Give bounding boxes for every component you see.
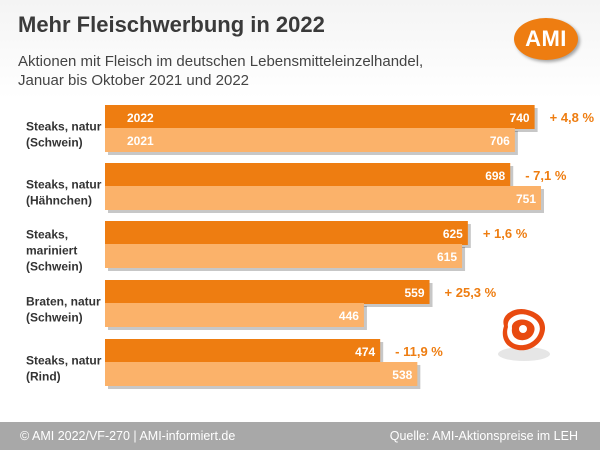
category-label: Steaks, natur (26, 178, 102, 192)
value-label: 538 (392, 368, 412, 382)
bar-2022-1 (105, 163, 511, 187)
category-label: (Schwein) (26, 136, 83, 150)
change-label: + 4,8 % (550, 110, 595, 125)
value-label: 615 (437, 250, 457, 264)
category-label: (Schwein) (26, 311, 83, 325)
change-label: + 25,3 % (445, 285, 497, 300)
value-label: 740 (510, 111, 530, 125)
value-label: 446 (339, 309, 359, 323)
category-label: Steaks, (26, 228, 68, 242)
bar-2021-3 (105, 303, 364, 327)
change-label: - 7,1 % (525, 168, 567, 183)
category-label: mariniert (26, 244, 77, 258)
value-label: 474 (355, 345, 375, 359)
bar-2021-4 (105, 362, 418, 386)
value-label: 751 (516, 192, 536, 206)
category-label: Braten, natur (26, 295, 101, 309)
chart-subtitle: Aktionen mit Fleisch im deutschen Lebens… (18, 52, 423, 90)
bar-2021-1 (105, 186, 541, 210)
change-label: - 11,9 % (395, 344, 443, 359)
category-label: (Rind) (26, 370, 61, 384)
legend-label-2021: 2021 (127, 134, 154, 148)
value-label: 698 (485, 169, 505, 183)
change-label: + 1,6 % (483, 226, 528, 241)
category-label: (Schwein) (26, 260, 83, 274)
bar-2021-0 (105, 128, 515, 152)
steak-icon (498, 308, 550, 361)
value-label: 559 (405, 286, 425, 300)
subtitle-line-2: Januar bis Oktober 2021 und 2022 (18, 72, 249, 89)
category-label: Steaks, natur (26, 354, 102, 368)
footer-bar: © AMI 2022/VF-270 | AMI-informiert.de Qu… (0, 422, 600, 450)
bar-2022-3 (105, 280, 430, 304)
ami-logo: AMI (514, 18, 578, 60)
value-label: 706 (490, 134, 510, 148)
bar-2022-4 (105, 339, 381, 363)
chart-title: Mehr Fleischwerbung in 2022 (18, 12, 325, 37)
footer-copyright: © AMI 2022/VF-270 | AMI-informiert.de (20, 429, 236, 443)
subtitle-line-1: Aktionen mit Fleisch im deutschen Lebens… (18, 53, 424, 70)
bar-2021-2 (105, 244, 463, 268)
bar-2022-0 (105, 105, 535, 129)
category-label: (Hähnchen) (26, 194, 92, 208)
legend-label-2022: 2022 (127, 111, 154, 125)
category-label: Steaks, natur (26, 120, 102, 134)
bar-2022-2 (105, 221, 468, 245)
footer-source: Quelle: AMI-Aktionspreise im LEH (389, 429, 578, 443)
value-label: 625 (443, 227, 463, 241)
bar-chart: 740 2022 706 2021 + 4,8 % Steaks, natur (Schwe… (26, 105, 595, 389)
